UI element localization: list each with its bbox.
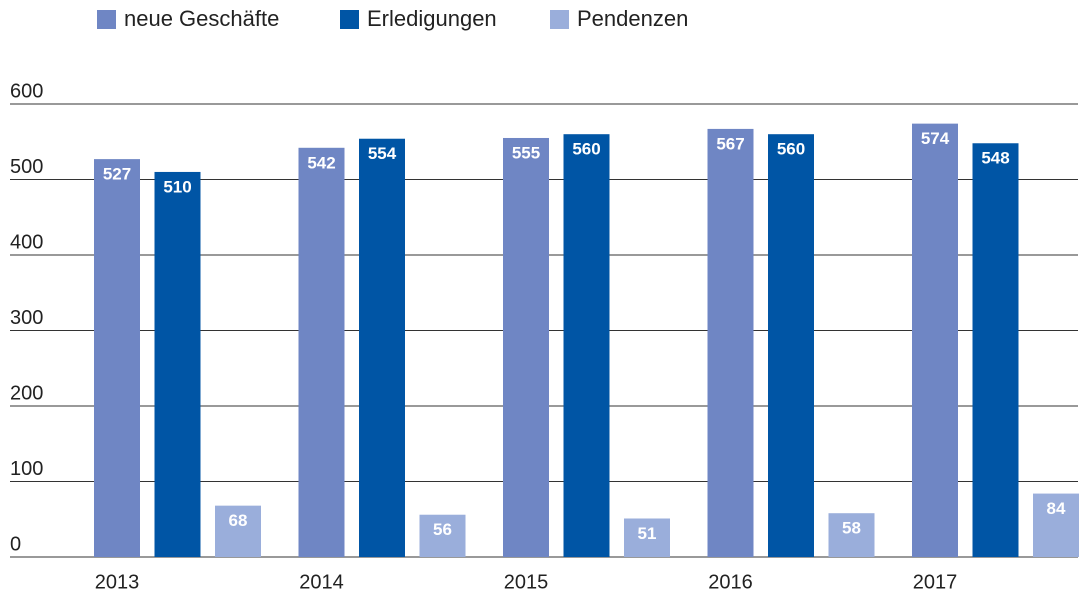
x-tick-label: 2015 [504,571,549,593]
bar [624,518,670,557]
value-label: 548 [981,149,1009,168]
value-label: 542 [307,153,335,172]
bar [94,159,140,558]
value-label: 68 [229,511,248,530]
legend-swatch [340,10,359,29]
value-label: 574 [921,129,950,148]
bar [359,138,405,558]
legend-swatch [97,10,116,29]
bar [768,134,814,557]
bar [912,123,958,557]
x-tick-label: 2017 [913,571,958,593]
value-label: 560 [572,140,600,159]
y-tick-label: 0 [10,533,21,555]
x-tick-label: 2013 [95,571,140,593]
y-tick-label: 400 [10,231,43,253]
bar [563,134,610,557]
y-tick-label: 300 [10,307,43,329]
legend-swatch [550,10,569,29]
value-label: 510 [163,177,191,196]
value-label: 560 [777,140,805,159]
bar [298,147,345,558]
legend-label: Erledigungen [367,6,497,31]
x-tick-label: 2016 [708,571,753,593]
bar [1033,493,1079,557]
bar [503,137,549,557]
bar [419,514,466,557]
x-tick-label: 2014 [299,571,344,593]
bar [215,505,261,557]
value-label: 555 [512,143,540,162]
y-tick-label: 600 [10,80,43,102]
bar [972,143,1019,557]
y-tick-label: 100 [10,458,43,480]
y-tick-label: 200 [10,382,43,404]
bar [828,513,875,557]
value-label: 51 [638,524,657,543]
bar [154,171,201,557]
bar [707,128,754,558]
y-tick-label: 500 [10,156,43,178]
value-label: 58 [842,519,861,538]
value-label: 84 [1047,499,1066,518]
value-label: 56 [433,520,452,539]
value-label: 527 [103,165,131,184]
legend-label: Pendenzen [577,6,688,31]
value-label: 554 [368,144,397,163]
legend-label: neue Geschäfte [124,6,279,31]
value-label: 567 [716,134,744,153]
